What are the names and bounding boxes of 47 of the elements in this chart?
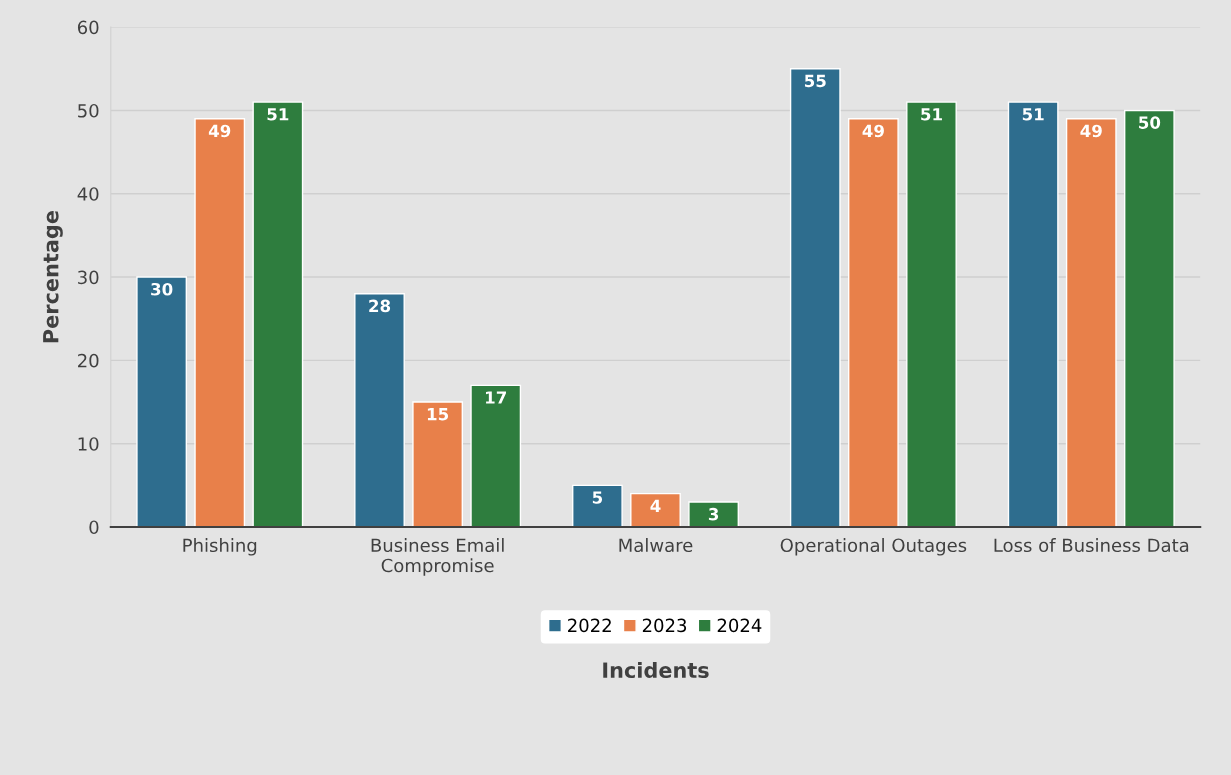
y-tick-label: 20 — [78, 353, 99, 368]
x-tick-label: Loss of Business Data — [994, 538, 1189, 553]
data-label: 51 — [921, 108, 942, 121]
data-label: 17 — [486, 391, 506, 404]
bar — [470, 384, 522, 527]
bar — [630, 492, 681, 527]
data-label: 49 — [208, 124, 231, 138]
x-tick-label: Phishing — [183, 538, 257, 556]
data-label: 49 — [862, 124, 884, 138]
data-label: 30 — [151, 282, 173, 296]
bar — [412, 401, 464, 527]
y-tick-label: 10 — [78, 437, 99, 451]
data-label: 55 — [804, 74, 826, 88]
data-label: 49 — [1080, 124, 1102, 138]
data-label: 15 — [427, 408, 449, 421]
data-label: 4 — [650, 499, 661, 512]
bar — [252, 101, 304, 527]
x-tick-label: Business Email Compromise — [371, 538, 504, 576]
data-label: 5 — [592, 491, 603, 504]
data-label: 28 — [369, 299, 391, 313]
data-label: 50 — [1139, 116, 1161, 129]
y-tick-label: 30 — [78, 270, 99, 285]
x-axis-title: Incidents — [603, 661, 709, 679]
data-label: 51 — [267, 108, 289, 121]
data-label: 51 — [1022, 108, 1044, 121]
legend-label: 2022 — [568, 618, 611, 633]
x-tick-label: Malware — [619, 538, 693, 553]
x-tick-label: Operational Outages — [780, 538, 967, 556]
data-label: 3 — [708, 507, 719, 521]
y-tick-label: 0 — [89, 520, 99, 535]
y-axis-title: Percentage — [43, 211, 63, 343]
bar — [572, 484, 623, 527]
bar — [136, 276, 188, 527]
bar — [1123, 109, 1175, 527]
bar — [789, 68, 841, 527]
bar — [848, 118, 899, 527]
bar — [906, 101, 957, 527]
y-tick-label: 40 — [77, 187, 99, 201]
y-tick-label: 60 — [77, 20, 99, 35]
bar — [1007, 101, 1059, 527]
bar — [354, 293, 405, 527]
bar — [688, 501, 739, 527]
y-tick-label: 50 — [78, 103, 99, 118]
legend-label: 2023 — [642, 618, 687, 633]
bar — [1065, 118, 1117, 527]
legend-label: 2024 — [717, 618, 762, 633]
bar — [194, 118, 246, 527]
